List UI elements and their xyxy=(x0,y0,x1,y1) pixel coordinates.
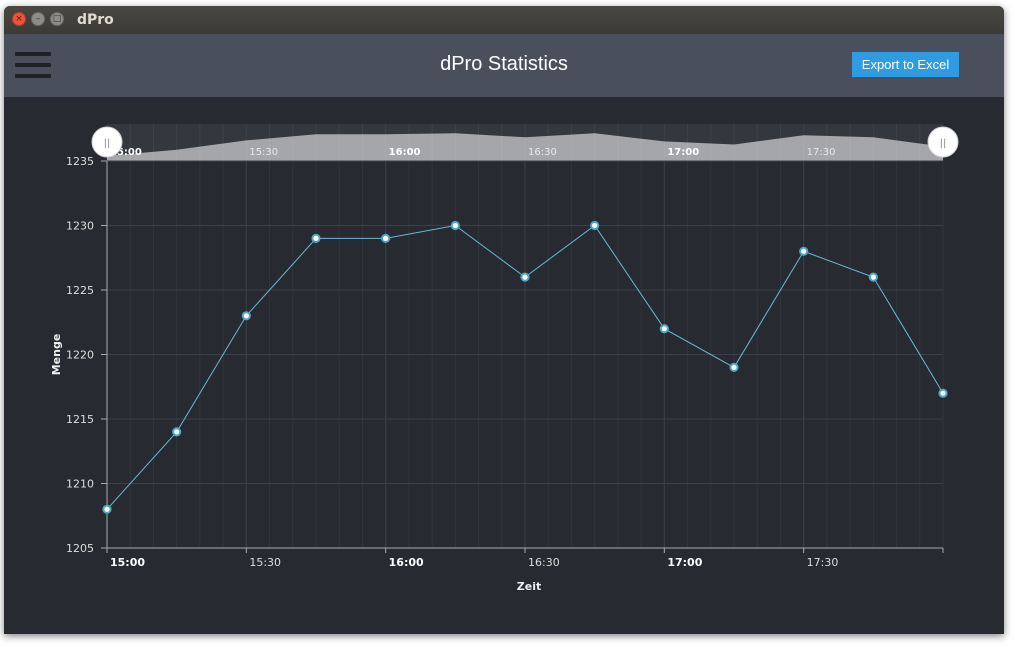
data-point-8 xyxy=(659,324,669,334)
minimize-window-button[interactable]: – xyxy=(31,12,45,26)
chart-grid xyxy=(106,160,944,549)
navigator[interactable]: 15:00 15:30 16:00 16:30 17:00 17:30 xyxy=(106,124,944,161)
navigator-tick-label: 15:00 xyxy=(110,147,142,158)
y-tick-label: 1215 xyxy=(66,413,94,426)
x-tick-label: 17:30 xyxy=(807,556,839,569)
data-point-10 xyxy=(799,246,809,256)
window-title: dPro xyxy=(77,12,114,28)
data-point-0 xyxy=(102,504,112,514)
x-tick-label: 15:00 xyxy=(110,556,145,569)
navigator-tick-label: 16:00 xyxy=(389,147,421,158)
y-tick-label: 1230 xyxy=(66,220,94,233)
series-menge xyxy=(102,220,948,514)
y-tick-label: 1225 xyxy=(66,284,94,297)
data-point-7 xyxy=(590,220,600,231)
app-header: dPro Statistics Export to Excel xyxy=(4,34,1004,97)
chart-axes: 1205 1210 1215 1220 1225 1230 1235 15:00 15:30 16… xyxy=(50,155,944,593)
x-tick-label: 16:00 xyxy=(389,556,424,569)
title-bar: × – □ dPro xyxy=(4,6,1004,34)
x-tick-label: 15:30 xyxy=(249,556,281,569)
y-axis-label: Menge xyxy=(50,334,63,376)
data-point-12 xyxy=(938,388,948,398)
navigator-left-handle-grip: || xyxy=(104,138,111,149)
data-point-5 xyxy=(450,220,460,231)
x-tick-label: 17:00 xyxy=(667,556,702,569)
navigator-tick-label: 16:30 xyxy=(528,147,557,158)
close-window-button[interactable]: × xyxy=(12,12,26,26)
navigator-series-area xyxy=(107,133,943,161)
navigator-handles[interactable]: || || xyxy=(91,126,959,158)
x-axis-label: Zeit xyxy=(517,580,541,593)
navigator-tick-label: 15:30 xyxy=(249,147,278,158)
y-tick-label: 1205 xyxy=(66,542,94,555)
app-window: × – □ dPro dPro Statistics Export to Exc… xyxy=(4,6,1004,634)
data-point-2 xyxy=(241,311,251,321)
y-tick-label: 1220 xyxy=(66,349,94,362)
data-point-9 xyxy=(729,362,739,372)
data-point-3 xyxy=(311,233,321,243)
data-point-1 xyxy=(172,427,182,437)
page-title: dPro Statistics xyxy=(440,53,568,75)
data-point-4 xyxy=(381,233,391,243)
data-point-11 xyxy=(868,272,878,282)
navigator-tick-label: 17:00 xyxy=(667,147,699,158)
navigator-right-handle[interactable] xyxy=(927,126,959,158)
hamburger-menu-icon[interactable] xyxy=(15,52,51,80)
line-chart: 15:00 15:30 16:00 16:30 17:00 17:30 120512101… xyxy=(50,124,959,593)
y-tick-label: 1210 xyxy=(66,478,94,491)
y-tick-label: 1235 xyxy=(66,155,94,168)
x-tick-label: 16:30 xyxy=(528,556,560,569)
maximize-window-button[interactable]: □ xyxy=(50,12,64,26)
navigator-left-handle[interactable] xyxy=(91,126,123,158)
navigator-tick-label: 17:30 xyxy=(807,147,836,158)
data-point-6 xyxy=(520,272,530,282)
export-to-excel-button[interactable]: Export to Excel xyxy=(852,52,959,77)
navigator-right-handle-grip: || xyxy=(940,138,947,149)
